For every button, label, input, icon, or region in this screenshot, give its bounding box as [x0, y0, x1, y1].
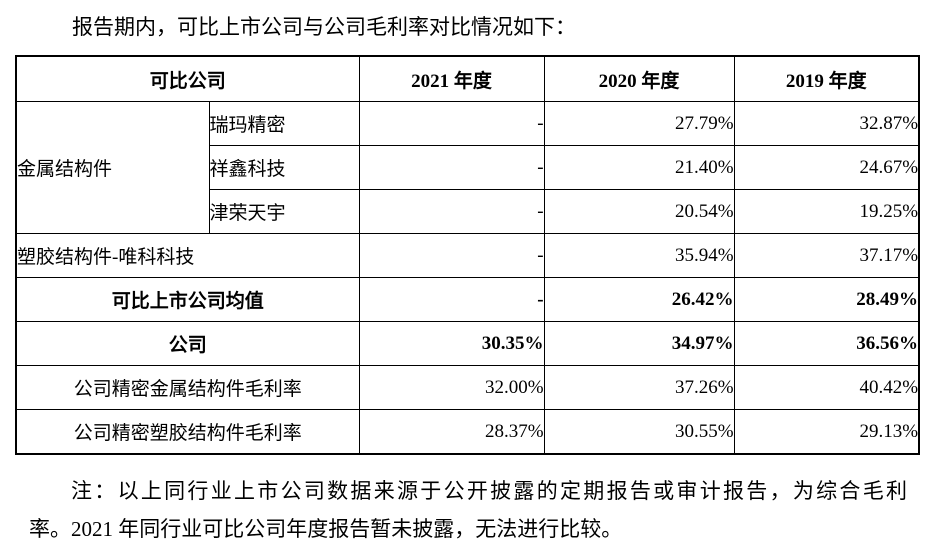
row-label-company: 公司 [15, 321, 360, 366]
company-name-ruima: 瑞玛精密 [208, 101, 360, 146]
value-ruima-2019: 32.87% [733, 101, 920, 146]
value-average-2021: - [358, 277, 545, 322]
value-ruima-2020: 27.79% [543, 101, 735, 146]
value-plastic-weike-2021: - [358, 233, 545, 278]
value-xiangxin-2019: 24.67% [733, 145, 920, 190]
table-row-company-metal: 公司精密金属结构件毛利率 32.00% 37.26% 40.42% [15, 365, 920, 410]
table-row-average: 可比上市公司均值 - 26.42% 28.49% [15, 277, 920, 322]
group-label-metal-structures: 金属结构件 [15, 101, 210, 234]
value-xiangxin-2020: 21.40% [543, 145, 735, 190]
table-row-plastic-weike: 塑胶结构件-唯科科技 - 35.94% 37.17% [15, 233, 920, 278]
value-company-plastic-2021: 28.37% [358, 409, 545, 455]
value-average-2019: 28.49% [733, 277, 920, 322]
footnote-line-2: 率。2021 年同行业可比公司年度报告暂未披露，无法进行比较。 [29, 517, 623, 541]
header-comparable-company: 可比公司 [15, 55, 360, 102]
row-label-listed-average: 可比上市公司均值 [15, 277, 360, 322]
table-row-company: 公司 30.35% 34.97% 36.56% [15, 321, 920, 366]
value-jinrong-2019: 19.25% [733, 189, 920, 234]
gross-margin-comparison-table: 可比公司 2021 年度 2020 年度 2019 年度 金属结构件 瑞玛精密 … [15, 55, 921, 455]
value-average-2020: 26.42% [543, 277, 735, 322]
value-ruima-2021: - [358, 101, 545, 146]
table-header-row: 可比公司 2021 年度 2020 年度 2019 年度 [15, 55, 920, 102]
intro-paragraph: 报告期内，可比上市公司与公司毛利率对比情况如下： [72, 15, 576, 39]
value-company-2021: 30.35% [358, 321, 545, 366]
value-plastic-weike-2019: 37.17% [733, 233, 920, 278]
value-company-metal-2021: 32.00% [358, 365, 545, 410]
row-label-company-plastic-margin: 公司精密塑胶结构件毛利率 [15, 409, 360, 455]
value-jinrong-2021: - [358, 189, 545, 234]
header-year-2020: 2020 年度 [543, 55, 735, 102]
header-year-2019: 2019 年度 [733, 55, 920, 102]
value-company-metal-2020: 37.26% [543, 365, 735, 410]
value-company-plastic-2019: 29.13% [733, 409, 920, 455]
value-plastic-weike-2020: 35.94% [543, 233, 735, 278]
table-row-jinrong: 津荣天宇 - 20.54% 19.25% [16, 189, 920, 234]
value-jinrong-2020: 20.54% [543, 189, 735, 234]
value-xiangxin-2021: - [358, 145, 545, 190]
company-name-xiangxin: 祥鑫科技 [208, 145, 360, 190]
table-row-ruima: 金属结构件 瑞玛精密 - 27.79% 32.87% [15, 101, 920, 234]
value-company-2019: 36.56% [733, 321, 920, 366]
footnote-line-1: 注：以上同行业上市公司数据来源于公开披露的定期报告或审计报告，为综合毛利 [71, 479, 907, 503]
row-label-plastic-weike: 塑胶结构件-唯科科技 [15, 233, 360, 278]
value-company-metal-2019: 40.42% [733, 365, 920, 410]
table-row-company-plastic: 公司精密塑胶结构件毛利率 28.37% 30.55% 29.13% [15, 409, 920, 455]
value-company-2020: 34.97% [543, 321, 735, 366]
company-name-jinrong: 津荣天宇 [208, 189, 360, 234]
value-company-plastic-2020: 30.55% [543, 409, 735, 455]
row-label-company-metal-margin: 公司精密金属结构件毛利率 [15, 365, 360, 410]
footnote-paragraph: 注：以上同行业上市公司数据来源于公开披露的定期报告或审计报告，为综合毛利 率。2… [29, 472, 907, 544]
header-year-2021: 2021 年度 [358, 55, 545, 102]
